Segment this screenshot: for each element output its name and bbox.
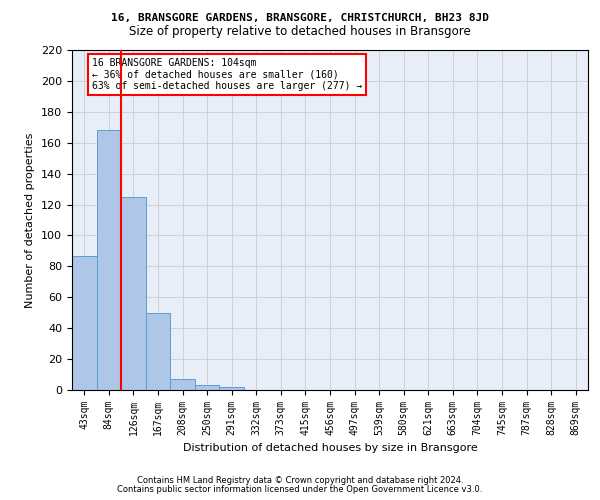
X-axis label: Distribution of detached houses by size in Bransgore: Distribution of detached houses by size … xyxy=(182,444,478,454)
Y-axis label: Number of detached properties: Number of detached properties xyxy=(25,132,35,308)
Bar xyxy=(195,386,220,390)
Text: Size of property relative to detached houses in Bransgore: Size of property relative to detached ho… xyxy=(129,25,471,38)
Bar xyxy=(146,312,170,390)
Bar xyxy=(170,379,195,390)
Text: 16 BRANSGORE GARDENS: 104sqm
← 36% of detached houses are smaller (160)
63% of s: 16 BRANSGORE GARDENS: 104sqm ← 36% of de… xyxy=(92,58,362,91)
Text: Contains HM Land Registry data © Crown copyright and database right 2024.: Contains HM Land Registry data © Crown c… xyxy=(137,476,463,485)
Bar xyxy=(97,130,121,390)
Bar xyxy=(220,387,244,390)
Bar xyxy=(72,256,97,390)
Bar xyxy=(121,197,146,390)
Text: 16, BRANSGORE GARDENS, BRANSGORE, CHRISTCHURCH, BH23 8JD: 16, BRANSGORE GARDENS, BRANSGORE, CHRIST… xyxy=(111,12,489,22)
Text: Contains public sector information licensed under the Open Government Licence v3: Contains public sector information licen… xyxy=(118,485,482,494)
